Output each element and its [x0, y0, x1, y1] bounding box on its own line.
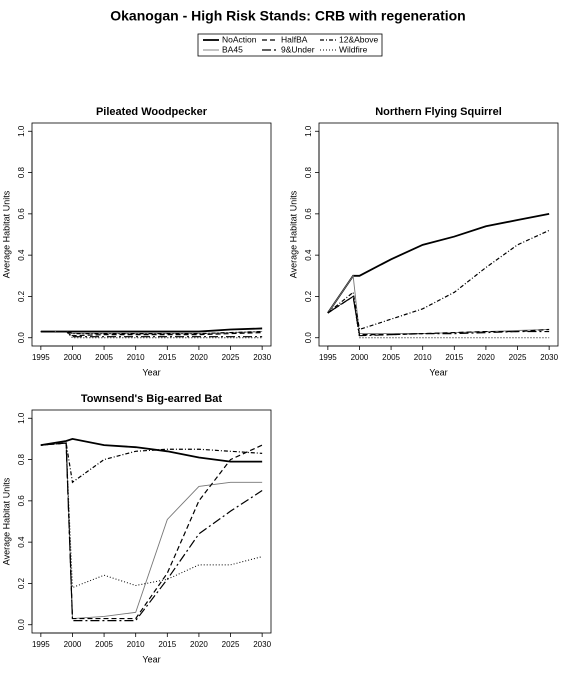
x-tick-label: 1995: [32, 353, 50, 362]
x-tick-label: 1995: [32, 640, 50, 649]
x-tick-label: 2015: [158, 353, 176, 362]
x-tick-label: 2005: [95, 353, 113, 362]
y-tick-label: 0.0: [304, 332, 313, 344]
x-tick-label: 2030: [253, 640, 271, 649]
y-tick-label: 0.2: [17, 577, 26, 589]
x-tick-label: 2010: [127, 353, 145, 362]
legend-label: HalfBA: [281, 34, 308, 44]
y-tick-label: 0.0: [17, 619, 26, 631]
series-line: [327, 229, 550, 331]
legend-label: Wildfire: [339, 44, 368, 54]
x-tick-label: 2025: [509, 353, 527, 362]
series-line: [40, 330, 263, 335]
series-line: [40, 442, 263, 484]
x-tick-label: 2020: [190, 640, 208, 649]
x-tick-label: 2030: [540, 353, 558, 362]
legend-label: BA45: [222, 44, 243, 54]
x-tick-label: 2000: [351, 353, 369, 362]
x-axis-label: Year: [142, 367, 160, 377]
x-tick-label: 2030: [253, 353, 271, 362]
series-line: [40, 437, 263, 463]
panel-title: Pileated Woodpecker: [96, 106, 208, 118]
legend-label: 9&Under: [281, 44, 315, 54]
y-tick-label: 1.0: [17, 412, 26, 424]
y-tick-label: 0.6: [17, 208, 26, 220]
x-tick-label: 2000: [64, 640, 82, 649]
x-tick-label: 2000: [64, 353, 82, 362]
series-line: [40, 442, 263, 589]
legend-box: [197, 33, 383, 57]
y-tick-label: 0.2: [304, 290, 313, 302]
y-axis-label: Average Habitat Units: [1, 190, 11, 278]
y-tick-label: 0.8: [17, 453, 26, 465]
series-line: [40, 327, 263, 333]
series-line: [40, 442, 263, 622]
page-title: Okanogan - High Risk Stands: CRB with re…: [110, 8, 465, 24]
y-tick-label: 0.8: [304, 166, 313, 178]
series-line: [327, 212, 550, 314]
x-axis-label: Year: [429, 367, 447, 377]
y-tick-label: 0.4: [17, 536, 26, 548]
x-tick-label: 2010: [414, 353, 432, 362]
panel-title: Townsend's Big-earred Bat: [81, 393, 222, 405]
y-tick-label: 0.4: [304, 249, 313, 261]
y-tick-label: 0.6: [17, 495, 26, 507]
y-tick-label: 0.2: [17, 290, 26, 302]
y-tick-label: 1.0: [17, 125, 26, 137]
x-tick-label: 2020: [477, 353, 495, 362]
series-line: [327, 295, 550, 339]
x-tick-label: 2005: [95, 640, 113, 649]
y-axis-label: Average Habitat Units: [288, 190, 298, 278]
x-tick-label: 2020: [190, 353, 208, 362]
y-tick-label: 1.0: [304, 125, 313, 137]
panel-title: Northern Flying Squirrel: [375, 106, 502, 118]
x-tick-label: 2015: [158, 640, 176, 649]
y-tick-label: 0.8: [17, 166, 26, 178]
x-tick-label: 2015: [445, 353, 463, 362]
legend-label: 12&Above: [339, 34, 378, 44]
x-tick-label: 2025: [222, 353, 240, 362]
series-line: [40, 442, 263, 620]
x-axis-label: Year: [142, 654, 160, 664]
y-tick-label: 0.4: [17, 249, 26, 261]
y-tick-label: 0.0: [17, 332, 26, 344]
x-tick-label: 2005: [382, 353, 400, 362]
x-tick-label: 2025: [222, 640, 240, 649]
x-tick-label: 1995: [319, 353, 337, 362]
x-tick-label: 2010: [127, 640, 145, 649]
series-line: [327, 295, 550, 337]
legend-label: NoAction: [222, 34, 257, 44]
y-tick-label: 0.6: [304, 208, 313, 220]
y-axis-label: Average Habitat Units: [1, 477, 11, 565]
